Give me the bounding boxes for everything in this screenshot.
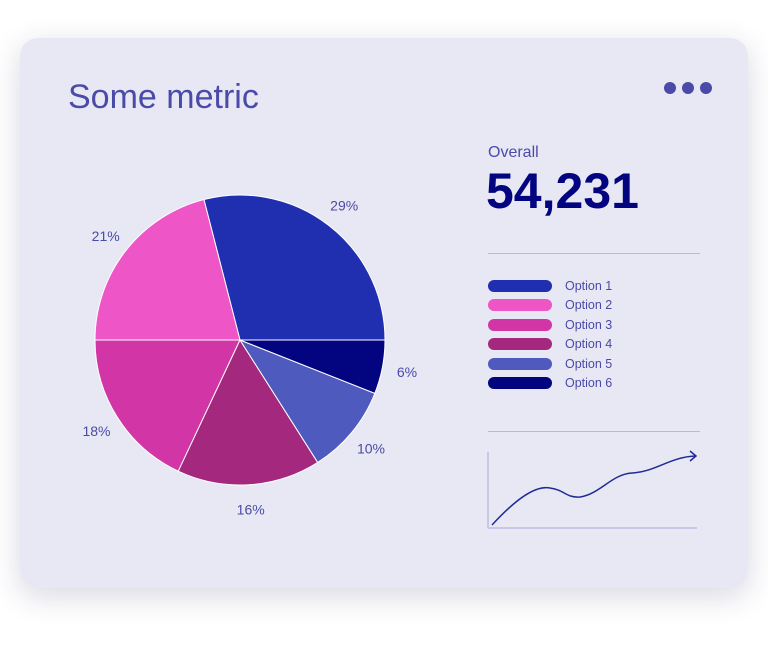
legend-label: Option 1 [565, 278, 613, 293]
legend-item: Option 6 [488, 374, 612, 394]
pie-slice-2[interactable] [94, 198, 241, 341]
arrow-icon [689, 450, 698, 462]
legend-item: Option 5 [488, 354, 612, 374]
divider [488, 431, 700, 432]
pie-label: 29% [330, 198, 358, 214]
legend-item: Option 3 [488, 315, 612, 335]
sparkline [487, 450, 698, 529]
legend-swatch [488, 279, 552, 292]
pie-slice-5[interactable] [238, 338, 376, 464]
sparkline-line [491, 455, 696, 526]
legend-label: Option 3 [565, 317, 613, 332]
legend-label: Option 5 [565, 356, 613, 371]
overall-label: Overall [488, 144, 539, 161]
legend-item: Option 1 [488, 276, 612, 296]
legend-swatch [488, 338, 552, 351]
pie-label: 21% [92, 228, 120, 244]
legend-swatch [488, 357, 552, 370]
divider [488, 253, 700, 254]
pie-slice-4[interactable] [177, 338, 319, 486]
legend-swatch [488, 377, 552, 390]
pie-slice-1[interactable] [203, 194, 386, 341]
card-title: Some metric [68, 78, 259, 116]
pie-label: 6% [397, 364, 417, 380]
legend: Option 1 Option 2 Option 3 Option 4 Option 5… [488, 276, 612, 393]
legend-item: Option 2 [488, 296, 612, 316]
pie-label: 16% [237, 502, 265, 518]
more-horizontal-icon[interactable] [664, 82, 712, 94]
pie-slice-6[interactable] [239, 339, 386, 395]
legend-item: Option 4 [488, 335, 612, 355]
overall-value: 54,231 [486, 163, 639, 219]
legend-label: Option 6 [565, 376, 613, 391]
legend-swatch [488, 299, 552, 312]
legend-swatch [488, 318, 552, 331]
legend-label: Option 4 [565, 337, 613, 352]
pie-label: 10% [357, 440, 385, 456]
pie-label: 18% [82, 423, 110, 439]
legend-label: Option 2 [565, 298, 613, 313]
pie-slice-3[interactable] [94, 339, 241, 472]
